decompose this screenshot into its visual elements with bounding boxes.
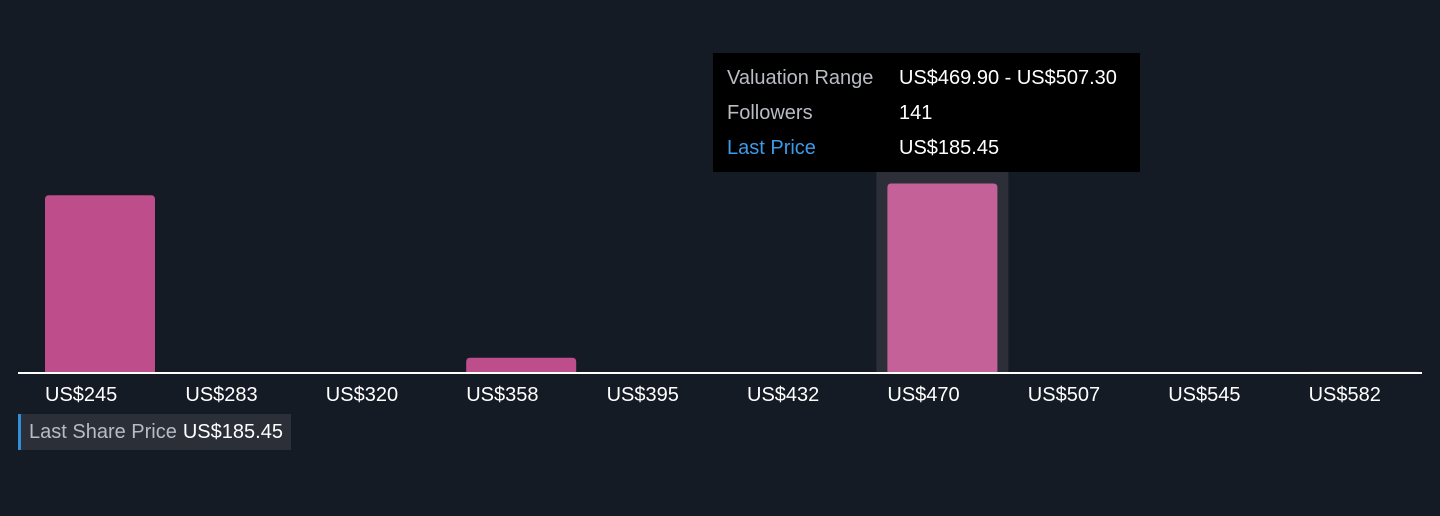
chart-tooltip: Valuation Range US$469.90 - US$507.30 Fo… [713, 53, 1140, 172]
tooltip-value: US$469.90 - US$507.30 [899, 67, 1117, 89]
x-tick-label: US$395 [607, 384, 679, 406]
last-share-price-value: US$185.45 [182, 420, 283, 443]
tooltip-key: Followers [727, 102, 813, 124]
last-share-price-label: Last Share Price [29, 420, 177, 443]
x-tick-labels: US$245 US$283 US$320 US$358 US$395 US$432 US$4… [45, 384, 1381, 406]
bar-us470[interactable] [887, 183, 998, 373]
tooltip-row-last-price: Last Price US$185.45 [727, 131, 1140, 166]
tooltip-value: US$185.45 [899, 137, 1000, 159]
x-tick-label: US$507 [1028, 384, 1100, 406]
bar-us358[interactable] [466, 357, 577, 373]
x-tick-label: US$358 [466, 384, 538, 406]
tooltip-value: 141 [899, 102, 933, 124]
x-tick-label: US$320 [326, 384, 398, 406]
x-tick-label: US$432 [747, 384, 819, 406]
last-share-price-marker: Last Share Price US$185.45 [18, 414, 291, 450]
tooltip-row-valuation-range: Valuation Range US$469.90 - US$507.30 [727, 61, 1140, 96]
x-tick-label: US$582 [1309, 384, 1381, 406]
x-tick-label: US$245 [45, 384, 117, 406]
bar-us245[interactable] [45, 195, 155, 373]
tooltip-row-followers: Followers 141 [727, 96, 1140, 131]
tooltip-key: Valuation Range [727, 67, 874, 89]
x-tick-label: US$470 [887, 384, 959, 406]
x-tick-label: US$545 [1168, 384, 1240, 406]
bars-group [45, 183, 1419, 373]
x-tick-label: US$283 [185, 384, 257, 406]
tooltip-key: Last Price [727, 137, 816, 159]
